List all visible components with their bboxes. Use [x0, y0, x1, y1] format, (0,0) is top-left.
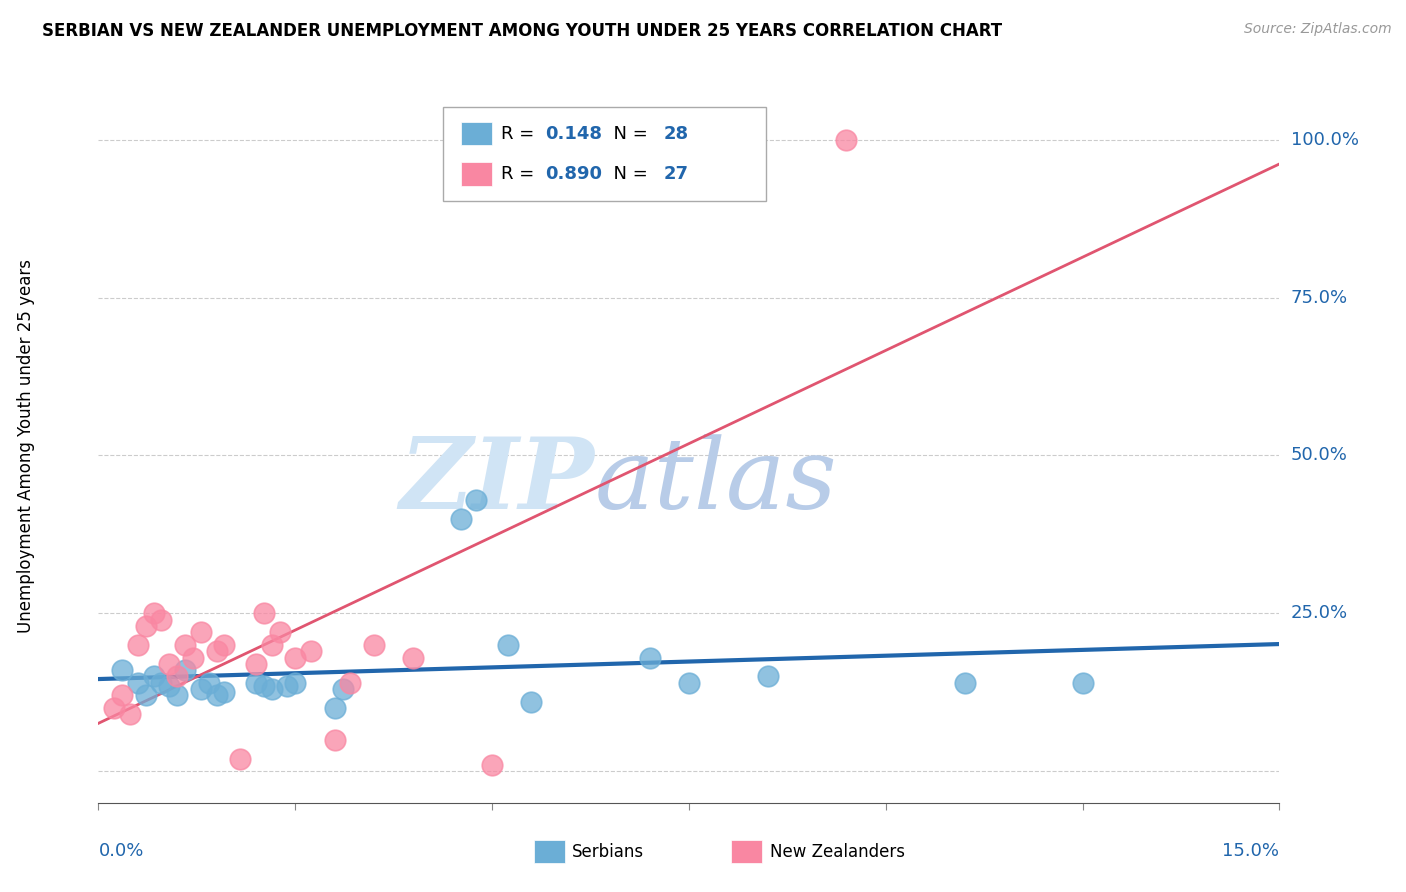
Point	[953, 675, 976, 690]
Point	[205, 689, 228, 703]
Point	[103, 701, 125, 715]
Point	[332, 682, 354, 697]
Point	[299, 644, 322, 658]
Point	[269, 625, 291, 640]
Text: 0.148: 0.148	[546, 125, 603, 143]
Point	[260, 682, 283, 697]
Text: 0.0%: 0.0%	[98, 842, 143, 860]
Point	[1071, 675, 1094, 690]
Point	[465, 492, 488, 507]
Text: 0.890: 0.890	[546, 165, 603, 183]
Point	[284, 650, 307, 665]
Text: 100.0%: 100.0%	[1291, 131, 1358, 149]
Point	[135, 619, 157, 633]
Text: 50.0%: 50.0%	[1291, 447, 1347, 465]
Point	[520, 695, 543, 709]
Point	[157, 657, 180, 671]
Text: Source: ZipAtlas.com: Source: ZipAtlas.com	[1244, 22, 1392, 37]
Point	[284, 675, 307, 690]
Text: Serbians: Serbians	[572, 843, 644, 861]
Point	[229, 751, 252, 765]
Text: R =: R =	[501, 125, 540, 143]
Point	[135, 689, 157, 703]
Point	[127, 675, 149, 690]
Point	[190, 625, 212, 640]
Point	[111, 689, 134, 703]
Point	[166, 689, 188, 703]
Point	[756, 669, 779, 683]
Text: N =: N =	[602, 165, 654, 183]
Point	[276, 679, 298, 693]
Point	[481, 758, 503, 772]
Point	[111, 663, 134, 677]
Point	[127, 638, 149, 652]
Point	[835, 133, 858, 147]
Point	[260, 638, 283, 652]
Point	[245, 657, 267, 671]
Point	[496, 638, 519, 652]
Point	[323, 701, 346, 715]
Text: 28: 28	[664, 125, 689, 143]
Text: 75.0%: 75.0%	[1291, 289, 1348, 307]
Point	[253, 679, 276, 693]
Point	[323, 732, 346, 747]
Text: 27: 27	[664, 165, 689, 183]
Text: Unemployment Among Youth under 25 years: Unemployment Among Youth under 25 years	[17, 259, 35, 633]
Point	[205, 644, 228, 658]
Point	[150, 613, 173, 627]
Point	[245, 675, 267, 690]
Point	[174, 663, 197, 677]
Point	[157, 679, 180, 693]
Point	[190, 682, 212, 697]
Point	[450, 511, 472, 525]
Point	[363, 638, 385, 652]
Point	[197, 675, 219, 690]
Text: 15.0%: 15.0%	[1222, 842, 1279, 860]
Point	[339, 675, 361, 690]
Text: ZIP: ZIP	[399, 434, 595, 530]
Point	[166, 669, 188, 683]
Text: R =: R =	[501, 165, 540, 183]
Text: New Zealanders: New Zealanders	[770, 843, 905, 861]
Point	[214, 638, 236, 652]
Point	[402, 650, 425, 665]
Point	[142, 669, 165, 683]
Point	[142, 607, 165, 621]
Text: N =: N =	[602, 125, 654, 143]
Point	[214, 685, 236, 699]
Point	[150, 675, 173, 690]
Point	[638, 650, 661, 665]
Text: SERBIAN VS NEW ZEALANDER UNEMPLOYMENT AMONG YOUTH UNDER 25 YEARS CORRELATION CHA: SERBIAN VS NEW ZEALANDER UNEMPLOYMENT AM…	[42, 22, 1002, 40]
Point	[174, 638, 197, 652]
Point	[253, 607, 276, 621]
Point	[181, 650, 204, 665]
Text: atlas: atlas	[595, 434, 837, 529]
Point	[678, 675, 700, 690]
Point	[118, 707, 141, 722]
Text: 25.0%: 25.0%	[1291, 605, 1348, 623]
